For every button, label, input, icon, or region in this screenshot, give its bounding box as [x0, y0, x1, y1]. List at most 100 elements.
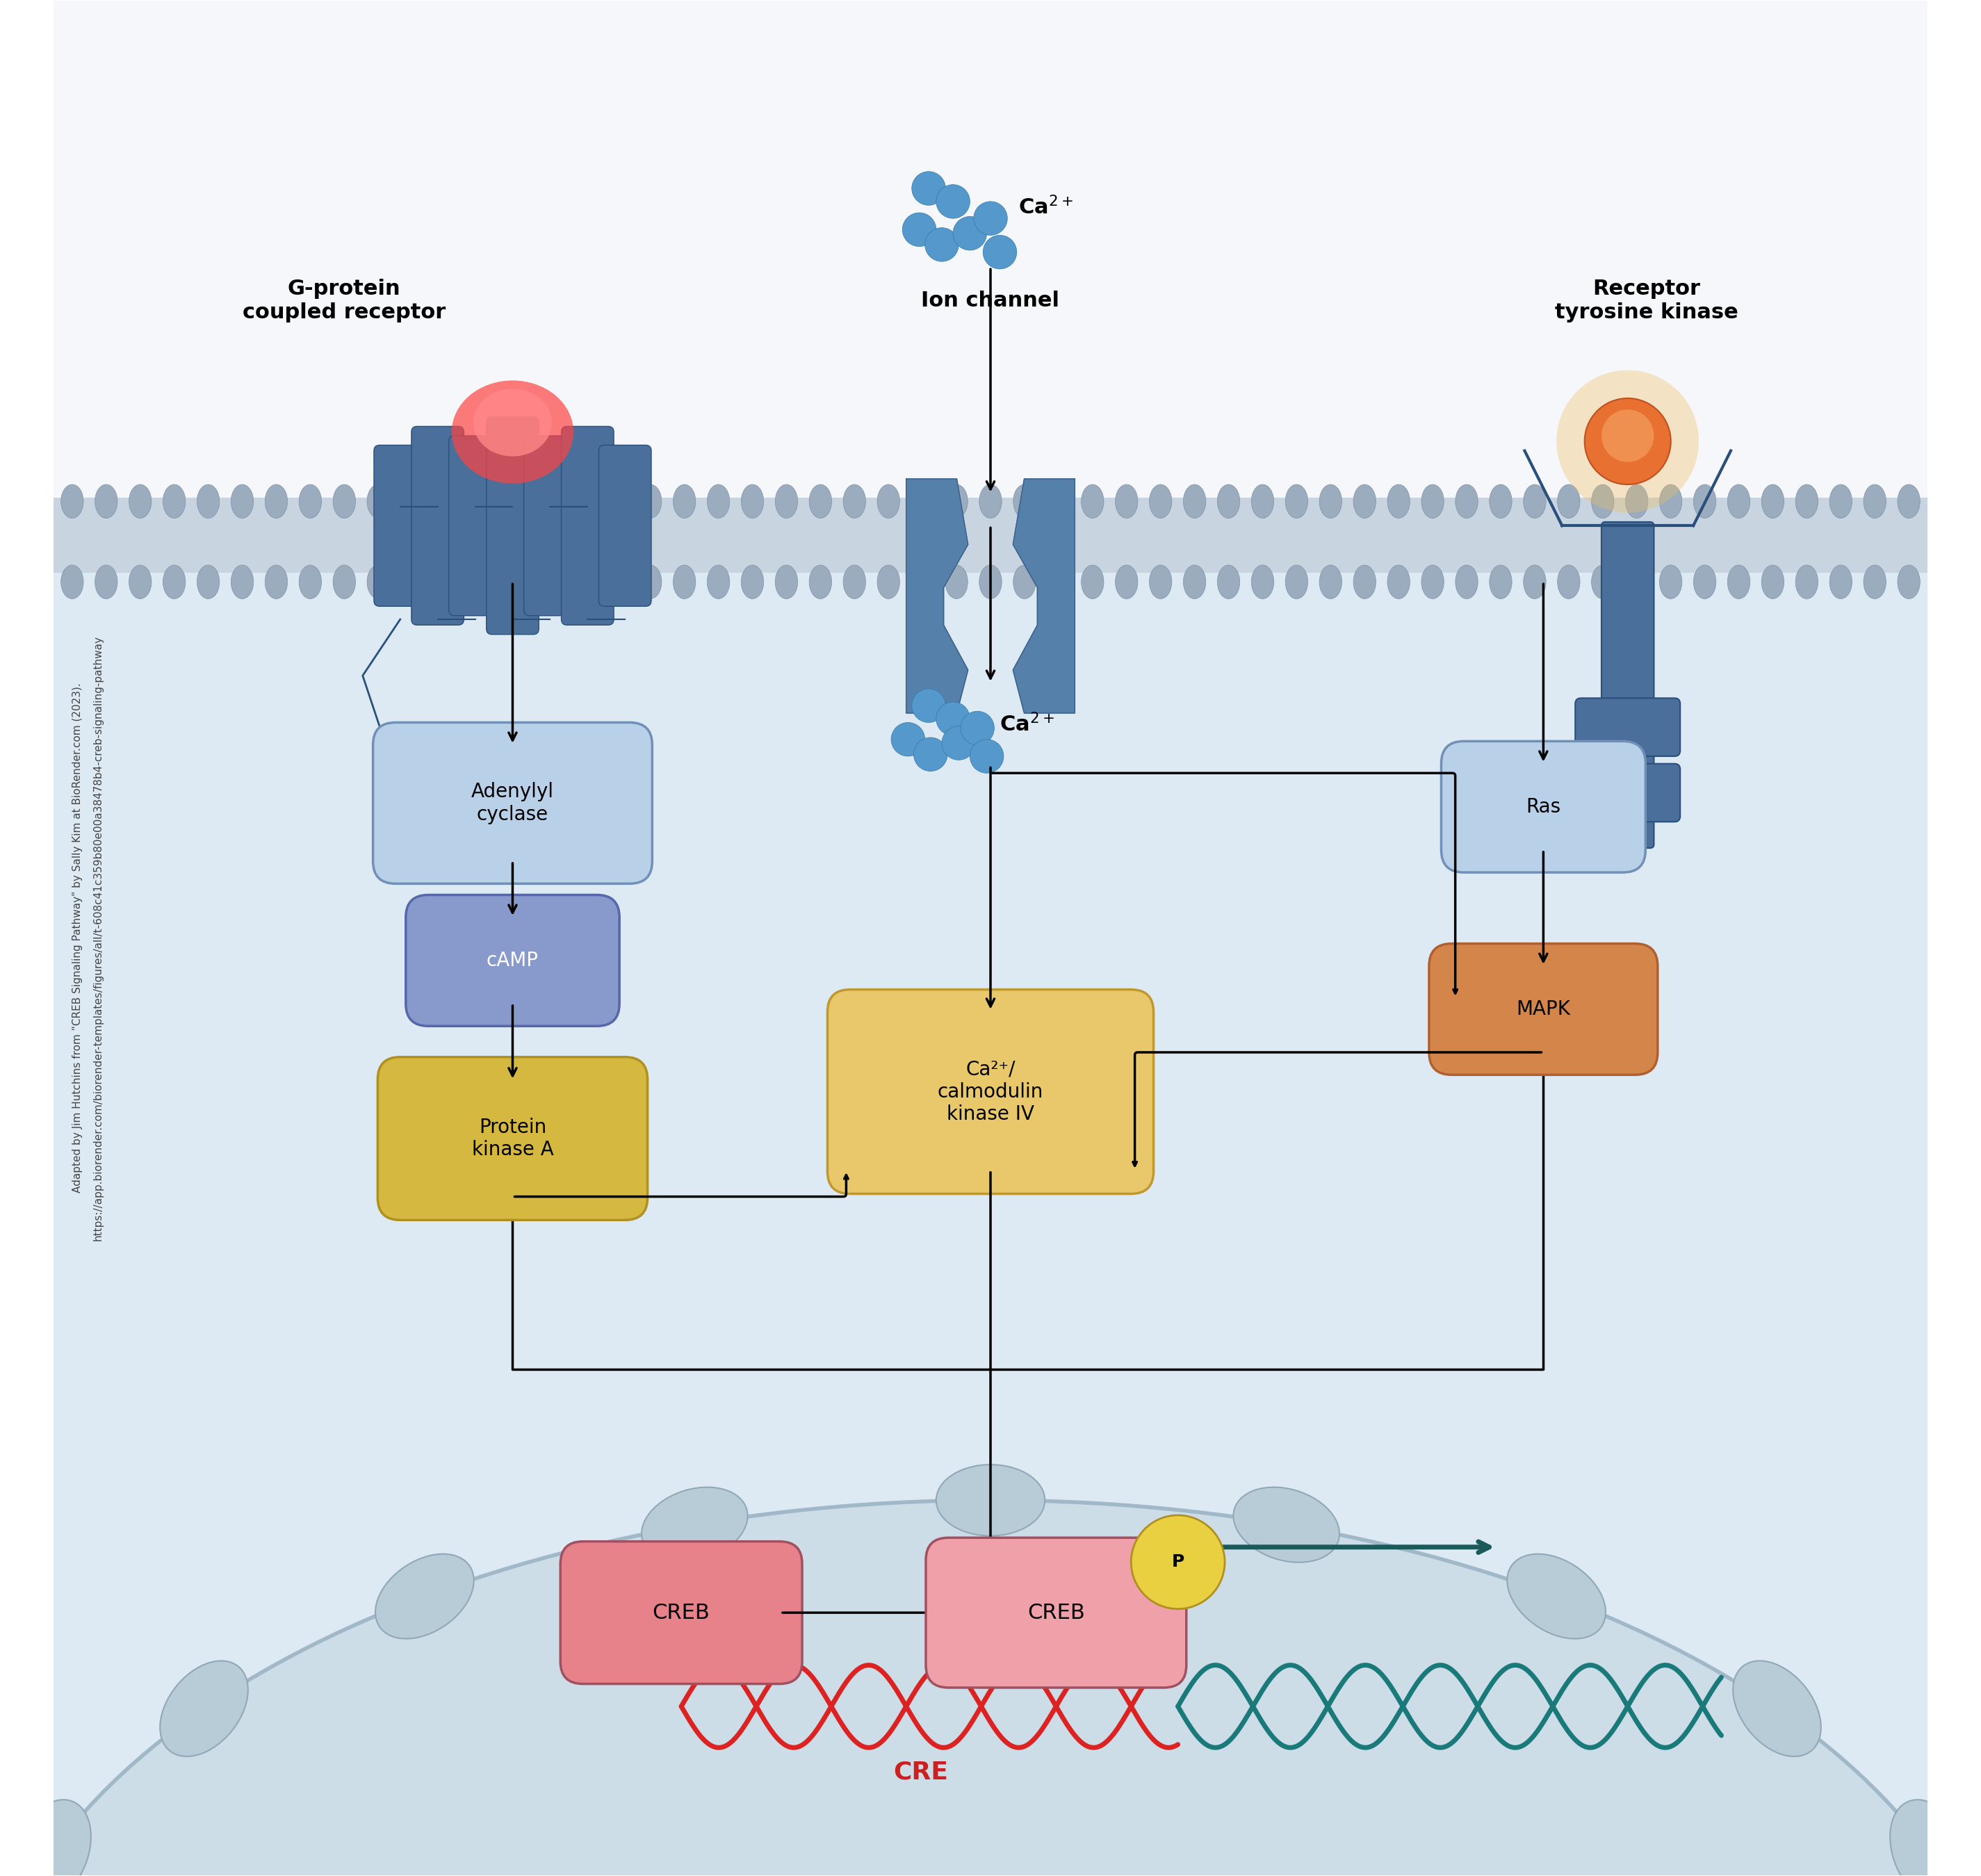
Text: Ras: Ras	[1525, 797, 1561, 816]
Ellipse shape	[1626, 484, 1648, 518]
Ellipse shape	[979, 565, 1002, 598]
Ellipse shape	[1048, 484, 1070, 518]
FancyBboxPatch shape	[1442, 741, 1646, 872]
Ellipse shape	[1218, 565, 1240, 598]
Text: Protein
kinase A: Protein kinase A	[471, 1118, 553, 1159]
FancyBboxPatch shape	[828, 989, 1153, 1193]
Bar	[53, 0, 1928, 525]
FancyBboxPatch shape	[1575, 698, 1680, 756]
Ellipse shape	[945, 484, 969, 518]
Text: Ca$^{2+}$: Ca$^{2+}$	[1000, 713, 1054, 735]
Text: MAPK: MAPK	[1515, 1000, 1571, 1019]
Ellipse shape	[1149, 484, 1173, 518]
Ellipse shape	[196, 565, 220, 598]
Ellipse shape	[1864, 484, 1886, 518]
Ellipse shape	[1733, 1660, 1821, 1756]
Ellipse shape	[808, 565, 832, 598]
FancyBboxPatch shape	[561, 1542, 802, 1685]
Ellipse shape	[14, 1799, 91, 1876]
Ellipse shape	[537, 484, 559, 518]
Ellipse shape	[1660, 565, 1682, 598]
Ellipse shape	[1694, 484, 1716, 518]
Text: Ca$^{2+}$: Ca$^{2+}$	[1018, 195, 1074, 218]
Circle shape	[941, 726, 975, 760]
FancyBboxPatch shape	[1601, 522, 1654, 848]
Ellipse shape	[1490, 565, 1512, 598]
Ellipse shape	[642, 1488, 747, 1563]
Ellipse shape	[1183, 565, 1206, 598]
Ellipse shape	[1557, 484, 1581, 518]
Ellipse shape	[436, 565, 458, 598]
Ellipse shape	[1727, 565, 1749, 598]
FancyBboxPatch shape	[1575, 764, 1680, 822]
Ellipse shape	[979, 484, 1002, 518]
Ellipse shape	[571, 484, 594, 518]
Ellipse shape	[95, 484, 117, 518]
Ellipse shape	[1727, 484, 1749, 518]
FancyBboxPatch shape	[925, 1538, 1187, 1688]
Ellipse shape	[1422, 484, 1444, 518]
Ellipse shape	[741, 565, 763, 598]
Polygon shape	[1012, 478, 1076, 713]
Ellipse shape	[1115, 565, 1137, 598]
Circle shape	[983, 234, 1016, 268]
Ellipse shape	[571, 565, 594, 598]
Circle shape	[925, 227, 959, 261]
Ellipse shape	[911, 565, 933, 598]
FancyBboxPatch shape	[598, 445, 652, 606]
Ellipse shape	[1286, 484, 1307, 518]
Circle shape	[911, 688, 945, 722]
Ellipse shape	[674, 484, 695, 518]
Ellipse shape	[1012, 565, 1036, 598]
Ellipse shape	[95, 565, 117, 598]
Circle shape	[1131, 1516, 1224, 1610]
Ellipse shape	[741, 484, 763, 518]
Bar	[53, 497, 1928, 572]
Ellipse shape	[1319, 484, 1341, 518]
Ellipse shape	[61, 565, 83, 598]
Text: CRE: CRE	[893, 1760, 949, 1784]
Ellipse shape	[265, 484, 287, 518]
FancyBboxPatch shape	[523, 435, 576, 615]
Circle shape	[937, 702, 971, 735]
Ellipse shape	[1456, 565, 1478, 598]
Ellipse shape	[640, 565, 662, 598]
Ellipse shape	[1490, 484, 1512, 518]
Ellipse shape	[1353, 565, 1377, 598]
Text: G-protein
coupled receptor: G-protein coupled receptor	[242, 280, 446, 323]
Ellipse shape	[452, 381, 574, 484]
Ellipse shape	[1830, 565, 1852, 598]
Ellipse shape	[162, 565, 186, 598]
Ellipse shape	[1591, 484, 1615, 518]
Text: Adapted by Jim Hutchins from "CREB Signaling Pathway" by Sally Kim at BioRender.: Adapted by Jim Hutchins from "CREB Signa…	[73, 683, 83, 1193]
Ellipse shape	[1456, 484, 1478, 518]
Text: P: P	[1171, 1553, 1185, 1570]
Ellipse shape	[937, 1465, 1044, 1536]
Circle shape	[937, 184, 971, 218]
Bar	[53, 525, 1928, 1874]
Ellipse shape	[1387, 484, 1410, 518]
Ellipse shape	[775, 565, 798, 598]
Ellipse shape	[1319, 565, 1341, 598]
Ellipse shape	[1795, 565, 1819, 598]
FancyBboxPatch shape	[450, 435, 501, 615]
Text: Receptor
tyrosine kinase: Receptor tyrosine kinase	[1555, 280, 1737, 323]
Ellipse shape	[1286, 565, 1307, 598]
Text: cAMP: cAMP	[487, 951, 539, 970]
Circle shape	[913, 737, 947, 771]
Ellipse shape	[640, 484, 662, 518]
Ellipse shape	[1898, 565, 1920, 598]
FancyBboxPatch shape	[374, 445, 426, 606]
Ellipse shape	[808, 484, 832, 518]
Ellipse shape	[1898, 484, 1920, 518]
Ellipse shape	[1234, 1488, 1339, 1563]
Ellipse shape	[366, 565, 390, 598]
Ellipse shape	[1626, 565, 1648, 598]
Text: CREB: CREB	[652, 1602, 709, 1623]
Circle shape	[953, 216, 987, 250]
Ellipse shape	[469, 484, 491, 518]
Circle shape	[891, 722, 925, 756]
Ellipse shape	[1795, 484, 1819, 518]
Ellipse shape	[162, 484, 186, 518]
FancyBboxPatch shape	[412, 426, 464, 625]
